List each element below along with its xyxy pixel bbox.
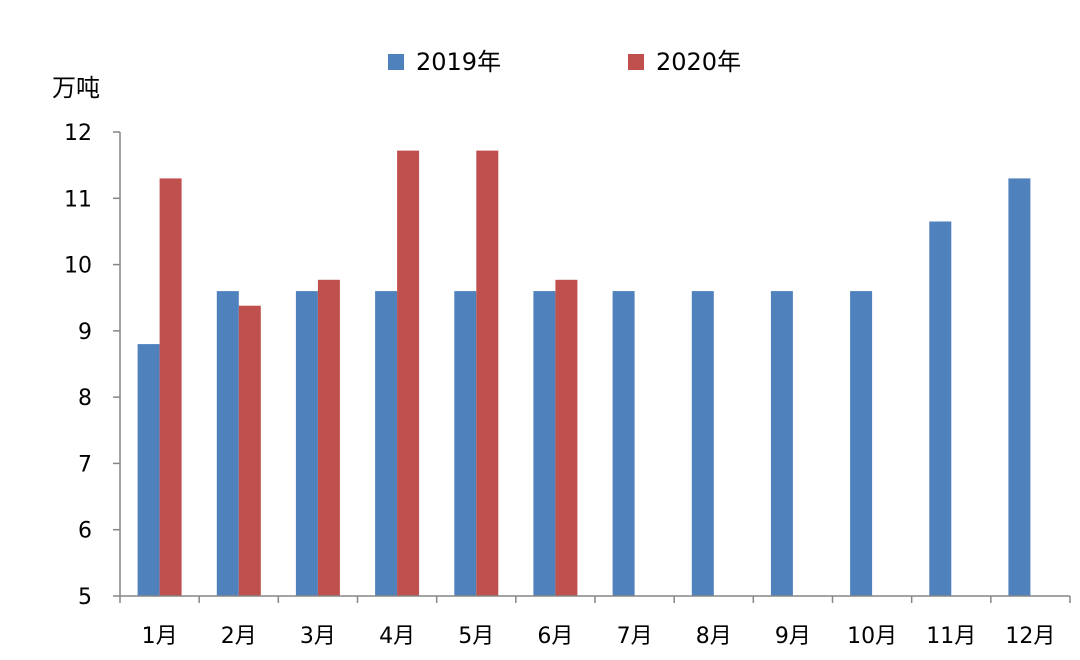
y-tick-label: 12 — [64, 121, 92, 146]
bar-series1-10 — [850, 291, 873, 596]
bar-series2-1 — [159, 178, 182, 596]
x-tick-label: 4月 — [379, 624, 415, 649]
bar-series1-2 — [216, 291, 239, 596]
y-tick-label: 10 — [64, 254, 92, 279]
y-tick-label: 11 — [64, 187, 92, 212]
bar-series1-11 — [929, 221, 952, 596]
x-tick-label: 8月 — [696, 624, 732, 649]
y-tick-label: 7 — [78, 452, 92, 477]
y-tick-label: 8 — [78, 386, 92, 411]
bars-group — [137, 150, 1031, 596]
y-tick-label: 9 — [78, 320, 92, 345]
bar-series2-5 — [476, 150, 499, 596]
bar-series1-1 — [137, 344, 160, 596]
bar-series2-6 — [555, 279, 578, 596]
bar-series1-6 — [533, 291, 556, 596]
x-tick-label: 5月 — [458, 624, 494, 649]
bar-series1-8 — [691, 291, 714, 596]
bar-series1-4 — [375, 291, 398, 596]
bar-series1-7 — [612, 291, 635, 596]
y-axis-unit-label: 万吨 — [52, 74, 100, 102]
bar-series2-2 — [238, 305, 261, 596]
y-tick-label: 6 — [78, 519, 92, 544]
x-tick-label: 7月 — [617, 624, 653, 649]
x-tick-label: 10月 — [847, 624, 897, 649]
bar-series1-9 — [770, 291, 793, 596]
x-tick-label: 3月 — [300, 624, 336, 649]
x-tick-label: 1月 — [142, 624, 178, 649]
legend-label: 2019年 — [416, 48, 501, 76]
axes-group: 5 6 7 8 9 10 11 12 1月 2月 3月 4月 5月 6月 7月 8月 9月 10月 11月 12月 — [64, 121, 1071, 649]
x-tick-label: 6月 — [537, 624, 573, 649]
x-tick-label: 2月 — [221, 624, 257, 649]
legend-swatch — [388, 54, 404, 70]
x-tick-label: 9月 — [775, 624, 811, 649]
legend-swatch — [628, 54, 644, 70]
x-tick-label: 11月 — [926, 624, 976, 649]
bar-series2-3 — [317, 279, 340, 596]
legend-label: 2020年 — [656, 48, 741, 76]
y-tick-label: 5 — [78, 585, 92, 610]
bar-series2-4 — [397, 150, 420, 596]
legend: 2019年 2020年 — [388, 48, 741, 76]
bar-series1-3 — [295, 291, 318, 596]
bar-series1-12 — [1008, 178, 1031, 596]
x-tick-label: 12月 — [1005, 624, 1055, 649]
bar-series1-5 — [454, 291, 477, 596]
